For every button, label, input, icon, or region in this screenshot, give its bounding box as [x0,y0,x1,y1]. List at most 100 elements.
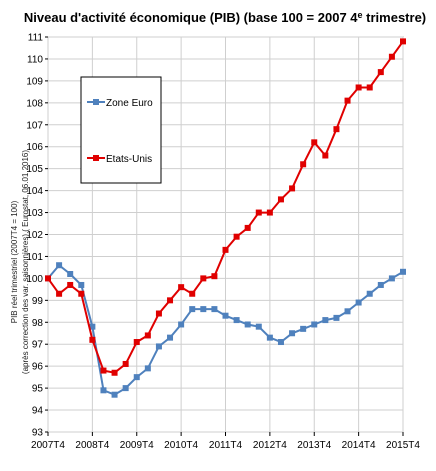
data-point-zone-euro [89,323,96,330]
data-point-zone-euro [255,323,262,330]
data-point-zone-euro [322,317,329,324]
y-tick-label: 96 [32,362,44,373]
data-point-etats-unis [355,84,362,91]
data-point-zone-euro [200,306,207,313]
y-tick-label: 109 [26,76,43,87]
legend-marker-zone-euro [93,99,99,105]
y-axis: 93 94 95 96 97 98 99 100 101 102 103 104 105 106 107 10… [26,33,48,439]
data-point-etats-unis [56,290,63,297]
data-point-etats-unis [255,209,262,216]
data-point-zone-euro [189,306,196,313]
x-axis: 2007T4 2008T4 2009T4 2010T4 2011T4 2012T4 2013… [31,432,420,451]
legend-label-zone-euro: Zone Euro [106,98,153,109]
data-point-zone-euro [266,334,273,341]
data-point-zone-euro [100,387,107,394]
data-point-etats-unis [122,360,129,367]
data-point-zone-euro [311,321,318,328]
x-tick-label: 2008T4 [75,440,109,451]
legend-label-etats-unis: Etats-Unis [106,154,152,165]
legend: Zone Euro Etats-Unis [80,76,162,184]
data-point-etats-unis [100,367,107,374]
y-tick-label: 106 [26,142,43,153]
y-tick-label: 103 [26,208,43,219]
data-point-zone-euro [133,374,140,381]
y-axis-label: PIB réel trimestriel (2007T4 = 100) (apr… [10,150,30,374]
data-point-etats-unis [111,369,118,376]
y-tick-label: 105 [26,164,43,175]
y-tick-label: 94 [32,406,44,417]
x-tick-label: 2015T4 [386,440,420,451]
y-tick-label: 97 [32,340,44,351]
y-tick-label: 98 [32,318,44,329]
x-tick-label: 2014T4 [342,440,376,451]
data-point-etats-unis [322,152,329,159]
data-point-zone-euro [289,330,296,337]
data-point-zone-euro [67,271,74,277]
data-point-etats-unis [300,161,307,168]
data-point-etats-unis [167,297,174,304]
y-tick-label: 93 [32,428,44,439]
data-point-etats-unis [344,97,351,104]
y-tick-label: 104 [26,186,43,197]
data-point-zone-euro [400,268,406,275]
data-point-zone-euro [167,334,174,341]
data-point-zone-euro [56,262,63,269]
data-point-zone-euro [244,321,251,328]
legend-box [80,76,162,184]
y-tick-label: 102 [26,230,43,241]
data-point-etats-unis [277,196,284,203]
data-point-etats-unis [211,273,218,280]
data-point-etats-unis [189,290,196,297]
data-point-etats-unis [178,284,185,291]
y-axis-label-line2: (après correction des var. saisonnières)… [21,150,30,374]
data-point-etats-unis [155,310,162,317]
x-tick-label: 2007T4 [31,440,65,451]
data-point-etats-unis [78,290,85,297]
data-point-zone-euro [366,290,373,297]
y-tick-label: 107 [26,120,43,131]
data-point-etats-unis [377,69,384,76]
data-point-zone-euro [144,365,151,372]
data-point-etats-unis [400,38,406,45]
legend-marker-etats-unis [93,155,99,161]
x-tick-label: 2013T4 [297,440,331,451]
data-point-etats-unis [133,339,140,346]
data-point-zone-euro [333,314,340,321]
x-tick-label: 2011T4 [209,440,243,451]
data-point-zone-euro [377,281,384,288]
x-tick-label: 2012T4 [253,440,287,451]
data-point-zone-euro [122,385,129,392]
data-point-etats-unis [311,139,318,146]
data-point-zone-euro [233,317,240,324]
y-tick-label: 99 [32,296,44,307]
chart-title: Niveau d'activité économique (PIB) (base… [24,10,426,25]
data-point-etats-unis [289,185,296,192]
data-point-etats-unis [266,209,273,216]
data-point-etats-unis [45,275,51,282]
y-tick-label: 108 [26,98,43,109]
series-group [45,38,406,398]
y-tick-label: 111 [28,33,44,44]
data-point-zone-euro [178,321,185,328]
data-point-etats-unis [244,224,251,231]
data-point-etats-unis [333,126,340,133]
data-point-zone-euro [355,299,362,306]
x-tick-label: 2010T4 [164,440,198,451]
data-point-zone-euro [155,343,162,350]
x-tick-label: 2009T4 [120,440,154,451]
data-point-etats-unis [366,84,373,91]
y-axis-label-line1: PIB réel trimestriel (2007T4 = 100) [10,200,19,323]
data-point-etats-unis [67,281,74,288]
data-point-zone-euro [344,308,351,315]
data-point-etats-unis [144,332,151,339]
data-point-zone-euro [388,275,395,282]
data-point-etats-unis [200,275,207,282]
data-point-etats-unis [388,53,395,60]
data-point-zone-euro [277,339,284,346]
data-point-zone-euro [211,306,218,313]
y-tick-label: 95 [32,384,44,395]
y-tick-label: 100 [26,274,43,285]
data-point-zone-euro [78,281,85,288]
y-tick-label: 110 [27,54,43,65]
